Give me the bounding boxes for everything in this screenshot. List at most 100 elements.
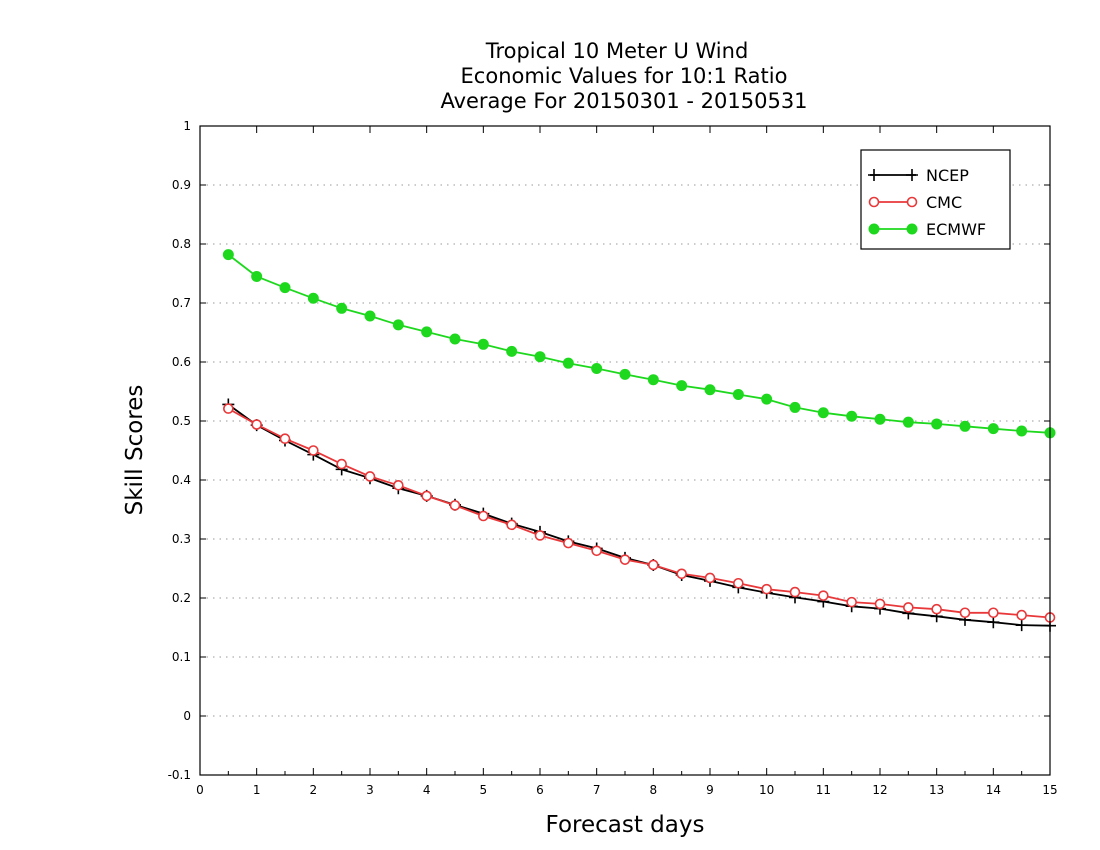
- data-point-cmc: [506, 519, 517, 531]
- data-point-cmc: [251, 419, 262, 430]
- data-point-cmc: [959, 607, 971, 619]
- x-tick-label: 9: [706, 783, 714, 797]
- x-tick-label: 0: [196, 783, 204, 797]
- legend-label-ncep: NCEP: [926, 166, 969, 185]
- x-axis-label: Forecast days: [546, 812, 705, 838]
- x-tick-label: 3: [366, 783, 374, 797]
- data-point-ecmwf: [222, 249, 234, 261]
- series-ncep: [222, 398, 1056, 632]
- data-point-ecmwf: [931, 418, 943, 430]
- x-tick-label: 4: [423, 783, 431, 797]
- data-point-cmc: [704, 572, 716, 584]
- y-tick-label: 0.4: [172, 473, 191, 487]
- series-line-cmc: [227, 407, 1051, 619]
- x-tick-label: 14: [986, 783, 1001, 797]
- data-point-ecmwf: [336, 302, 348, 314]
- data-point-ecmwf: [761, 393, 773, 405]
- legend-marker-ecmwf: [868, 223, 880, 235]
- y-axis-label: Skill Scores: [122, 385, 148, 516]
- data-point-cmc: [591, 545, 602, 557]
- data-point-cmc: [449, 500, 461, 511]
- data-point-ecmwf: [251, 270, 263, 282]
- data-point-cmc: [988, 607, 999, 619]
- y-tick-label: 0.6: [172, 355, 191, 369]
- x-tick-label: 7: [593, 783, 601, 797]
- data-point-cmc: [676, 568, 687, 580]
- gridlines: [200, 184, 1050, 717]
- y-tick-label: 0.2: [172, 591, 191, 605]
- title-line-3: Average For 20150301 - 20150531: [440, 89, 807, 113]
- data-point-cmc: [478, 510, 489, 522]
- data-point-cmc: [563, 537, 574, 549]
- data-point-cmc: [846, 596, 857, 608]
- data-point-cmc: [619, 554, 631, 565]
- x-tick-label: 11: [816, 783, 831, 797]
- data-point-ecmwf: [1016, 425, 1028, 437]
- legend-box: [860, 149, 1011, 250]
- data-point-cmc: [421, 490, 432, 502]
- data-point-ecmwf: [817, 407, 829, 419]
- data-point-ecmwf: [732, 388, 744, 400]
- data-point-ecmwf: [619, 368, 631, 380]
- y-tick-label: 0.8: [172, 237, 191, 251]
- series-ecmwf: [222, 249, 1056, 439]
- legend-marker-ncep: [906, 169, 918, 181]
- data-point-cmc: [364, 471, 376, 482]
- data-point-ecmwf: [987, 423, 999, 435]
- data-point-ecmwf: [307, 292, 319, 304]
- x-tick-label: 2: [310, 783, 318, 797]
- series-line-ecmwf: [227, 253, 1051, 434]
- data-point-cmc: [874, 598, 886, 610]
- data-point-ecmwf: [959, 420, 971, 432]
- x-tick-label: 10: [759, 783, 774, 797]
- series-lines: [222, 249, 1056, 632]
- data-point-cmc: [223, 403, 234, 414]
- axis-ticks: -0.100.10.20.30.40.50.60.70.80.910 1 2 3 4 5 6…: [168, 119, 1058, 797]
- data-point-ecmwf: [704, 384, 716, 396]
- x-tick-label: 13: [929, 783, 944, 797]
- data-point-ecmwf: [591, 362, 603, 374]
- data-point-cmc: [279, 433, 291, 445]
- data-point-cmc: [931, 603, 942, 615]
- legend-label-ecmwf: ECMWF: [926, 220, 986, 239]
- series-line-ncep: [227, 403, 1051, 627]
- data-point-ecmwf: [449, 333, 461, 345]
- data-point-cmc: [761, 583, 772, 595]
- title-line-2: Economic Values for 10:1 Ratio: [461, 64, 788, 88]
- legend-item-cmc: CMC: [868, 193, 962, 212]
- data-point-ecmwf: [846, 410, 858, 422]
- x-tick-label: 12: [872, 783, 887, 797]
- y-tick-label: 0.7: [172, 296, 191, 310]
- x-tick-label: 6: [536, 783, 544, 797]
- data-point-ecmwf: [902, 416, 914, 428]
- data-point-ncep: [987, 616, 1000, 629]
- data-point-cmc: [1016, 609, 1027, 621]
- data-point-ecmwf: [506, 345, 518, 357]
- data-point-ncep: [1015, 619, 1028, 632]
- legend-marker-ncep: [868, 169, 880, 181]
- data-point-ecmwf: [789, 401, 801, 413]
- data-point-cmc: [733, 577, 744, 589]
- data-point-cmc: [903, 602, 914, 613]
- y-tick-label: 1: [183, 119, 191, 133]
- y-tick-label: 0.1: [172, 650, 191, 664]
- data-point-cmc: [393, 480, 404, 491]
- data-point-cmc: [534, 530, 546, 541]
- chart-title: Tropical 10 Meter U Wind Economic Values…: [440, 39, 807, 113]
- data-point-cmc: [789, 586, 801, 598]
- plot-area-frame: [199, 125, 1051, 776]
- data-point-ecmwf: [421, 326, 433, 338]
- data-point-cmc: [308, 445, 319, 456]
- legend-item-ecmwf: ECMWF: [868, 220, 986, 239]
- legend-marker-ecmwf: [906, 223, 918, 235]
- legend: NCEP CMC ECMWF: [860, 149, 1011, 250]
- data-point-ecmwf: [562, 357, 574, 369]
- legend-label-cmc: CMC: [926, 193, 962, 212]
- x-tick-label: 8: [650, 783, 658, 797]
- x-tick-label: 5: [480, 783, 488, 797]
- data-point-ecmwf: [874, 413, 886, 425]
- y-tick-label: -0.1: [168, 768, 191, 782]
- y-tick-label: 0.5: [172, 414, 191, 428]
- y-tick-label: 0.9: [172, 178, 191, 192]
